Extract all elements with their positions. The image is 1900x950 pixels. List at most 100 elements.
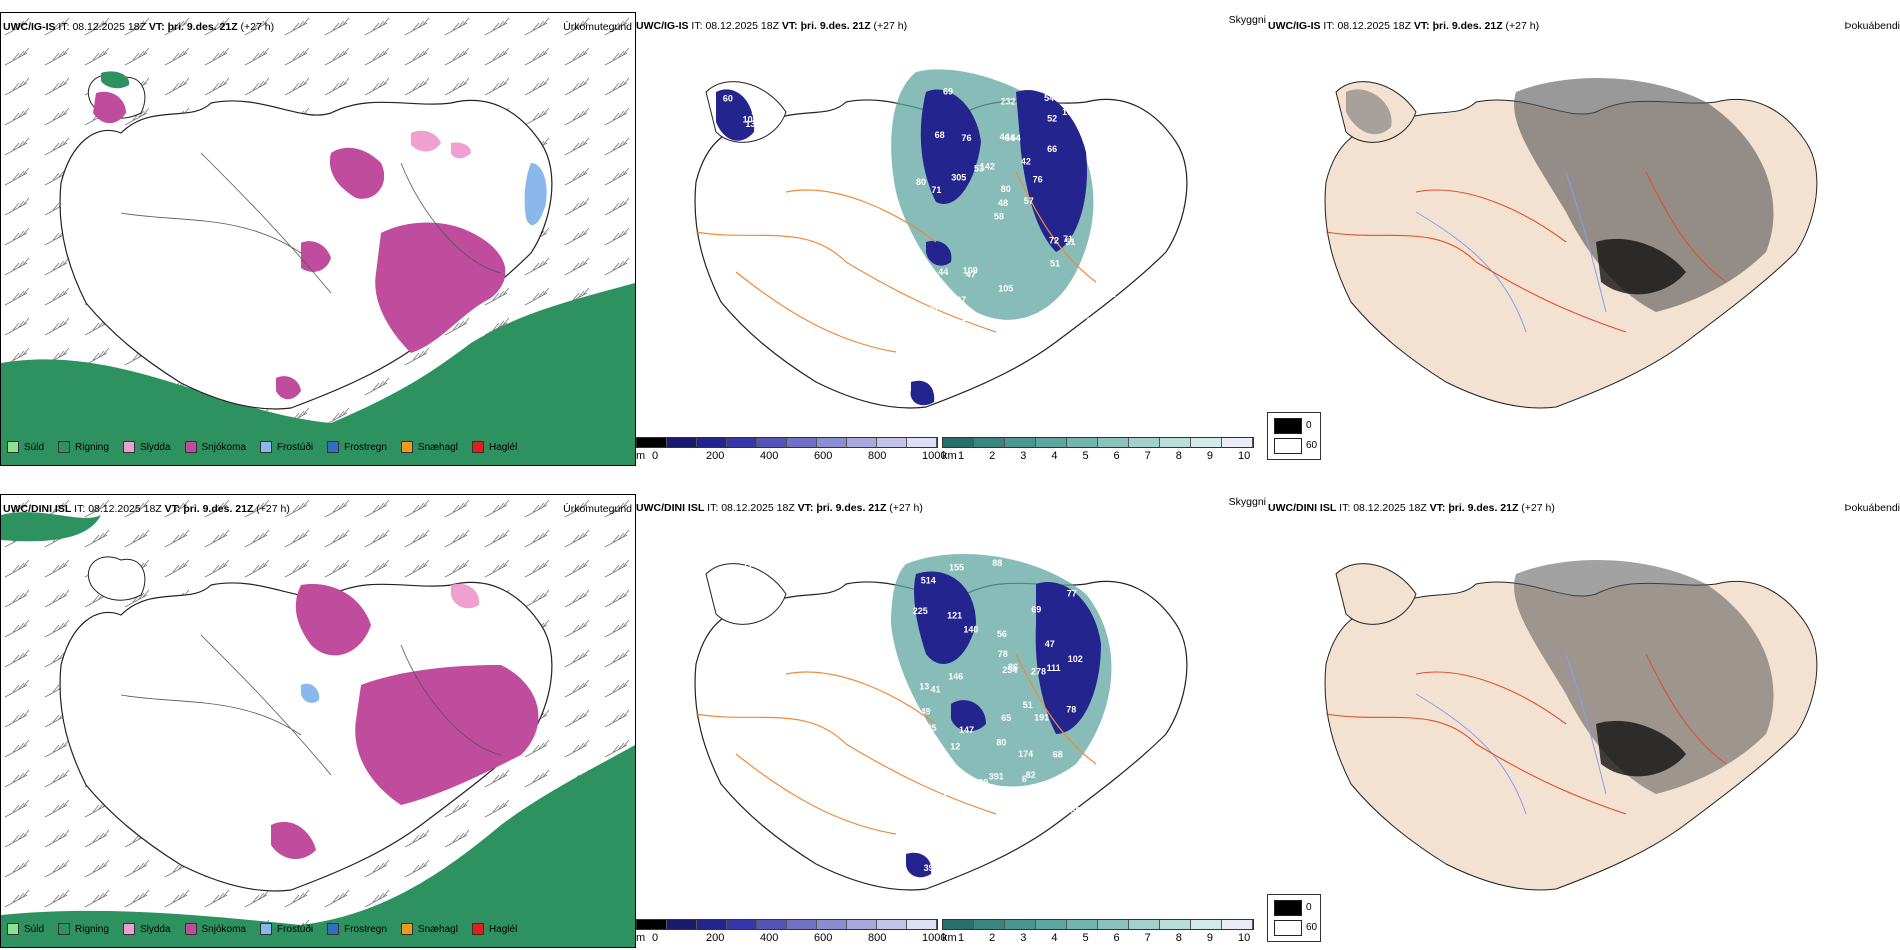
colorbar-tick: 600	[814, 450, 833, 462]
cloud-panel-row1: 130 60 108 119 32 47 54 54 52 57 69 89 71 119 58 66 34 44…	[636, 12, 1266, 462]
legend-item: Snjókoma	[184, 441, 246, 453]
legend-item: Frostregn	[327, 441, 387, 453]
legend-swatch	[7, 441, 19, 453]
colorbar-segment	[1222, 920, 1253, 929]
legend-swatch	[259, 923, 272, 935]
cloud-base-label: 44	[938, 267, 948, 277]
visibility-colorbar-row1: km 1 2 3 4 5 6 7 8 9 10	[942, 437, 1258, 462]
colorbar-segment	[757, 438, 787, 447]
low-cloud-area	[1035, 582, 1101, 734]
legend-item: Slydda	[122, 441, 171, 453]
fog-gradient	[1514, 78, 1774, 312]
cloud-base-label: 102	[962, 313, 977, 323]
cloud-base-label: 33	[921, 372, 931, 382]
legend-swatch	[259, 441, 272, 453]
cloud-base-label: 51	[1050, 258, 1060, 268]
colorbar-tick: 2	[989, 932, 996, 944]
visibility-colorbar-row2: km 1 2 3 4 5 6 7 8 9 10	[942, 919, 1258, 944]
cloud-base-label: 139	[973, 778, 988, 788]
colorbar-segment	[847, 920, 877, 929]
colorbar-tick: 400	[760, 932, 779, 944]
cloud-base-label: 68	[1053, 750, 1063, 760]
fog-map-row2	[1324, 560, 1818, 891]
legend-swatch	[122, 923, 135, 935]
rivers	[1415, 171, 1607, 333]
freezing-drizzle-area	[301, 683, 320, 703]
colorbar-segment	[637, 920, 667, 929]
legend-swatch	[471, 923, 484, 935]
colorbar-tick: 2	[989, 450, 996, 462]
colorbar-segment	[1036, 438, 1067, 447]
legend-swatch	[400, 441, 413, 453]
colorbar-segment	[1067, 920, 1098, 929]
cloud-base-label: 41	[1023, 80, 1033, 90]
colorbar-segment	[943, 438, 974, 447]
colorbar-tick: 9	[1206, 450, 1213, 462]
legend-swatch	[7, 923, 19, 935]
colorbar-tick: 6	[1113, 932, 1120, 944]
sleet-area	[451, 142, 471, 159]
rain-area	[1, 512, 101, 542]
colorbar-tick: 800	[868, 450, 887, 462]
cloud-base-label: 40	[907, 760, 917, 770]
cloud-base-label: 146	[948, 672, 963, 682]
colorbar-strip	[636, 919, 938, 930]
colorbar-tick: 4	[1051, 932, 1058, 944]
colorbar-segment	[697, 438, 727, 447]
colorbar-segment	[727, 438, 757, 447]
snow-area	[295, 584, 371, 656]
fog-gradient	[1346, 89, 1392, 135]
colorbar-tick: 8	[1175, 932, 1182, 944]
colorbar-unit: m	[636, 932, 646, 944]
low-cloud-area	[910, 380, 935, 406]
fog-legend-swatch	[1274, 920, 1302, 936]
colorbar-segment	[1191, 438, 1222, 447]
cloud-base-label: 49	[921, 707, 931, 717]
colorbar-segment	[1098, 920, 1129, 929]
cloud-base-label: 391	[989, 772, 1004, 782]
colorbar-segment	[907, 438, 937, 447]
cloud-base-label: 78	[998, 649, 1008, 659]
cloud-base-label: 254	[1002, 665, 1017, 675]
cloud-base-label: 61	[773, 563, 783, 573]
legend-item: Rigning	[58, 441, 109, 453]
cloud-base-label: 47	[966, 269, 976, 279]
cloud-base-label: 89	[962, 789, 972, 799]
cloud-base-label: 105	[998, 284, 1013, 294]
cloud-base-label: 232	[1001, 97, 1016, 107]
cloud-base-label: 57	[1024, 196, 1034, 206]
cloud-base-label: 51	[1023, 700, 1033, 710]
cloud-base-label: 76	[967, 792, 977, 802]
colorbar-tick: 5	[1082, 450, 1089, 462]
legend-swatch	[327, 923, 340, 935]
colorbar-tick: 3	[1020, 450, 1027, 462]
cloud-base-label: 60	[723, 94, 733, 104]
fog-header-row1: UWC/IG-IS IT: 08.12.2025 18Z VT: þri. 9.…	[1268, 20, 1540, 32]
cloud-base-label: 305	[951, 172, 966, 182]
snow-area	[375, 222, 506, 353]
cloud-base-label: 147	[959, 725, 974, 735]
cloud-base-label: 191	[1034, 713, 1049, 723]
colorbar-segment	[1005, 438, 1036, 447]
cloud-base-label: 54	[1011, 133, 1021, 143]
cloud-base-label: 105	[922, 723, 937, 733]
precip-header-row2: UWC/DINI ISL IT: 08.12.2025 18Z VT: þri.…	[3, 503, 290, 515]
legend-label: Slydda	[139, 923, 171, 935]
fog-title-row2: Þokuábendi	[1844, 502, 1900, 514]
fog-gradient	[1596, 720, 1686, 777]
cloud-base-label: 165	[1113, 642, 1128, 652]
colorbar-segment	[1067, 438, 1098, 447]
cloud-base-label: 68	[935, 130, 945, 140]
colorbar-strip	[942, 919, 1254, 930]
low-cloud-area	[1016, 90, 1087, 252]
cloud-base-label: 71	[1063, 234, 1073, 244]
cloud-base-label: 80	[1070, 768, 1080, 778]
legend-swatch	[400, 923, 413, 935]
cloud-base-label: 101	[1062, 107, 1077, 117]
cloud-labels-row1: 130 60 108 119 32 47 54 54 52 57 69 89 71 119 58 66 34 44…	[721, 80, 1122, 404]
cloud-base-label: 69	[1031, 605, 1041, 615]
sleet-area	[411, 130, 441, 152]
cloud-base-label: 119	[1107, 121, 1122, 131]
colorbar-tick: 10	[1238, 932, 1251, 944]
legend-item: Rigning	[58, 923, 109, 935]
